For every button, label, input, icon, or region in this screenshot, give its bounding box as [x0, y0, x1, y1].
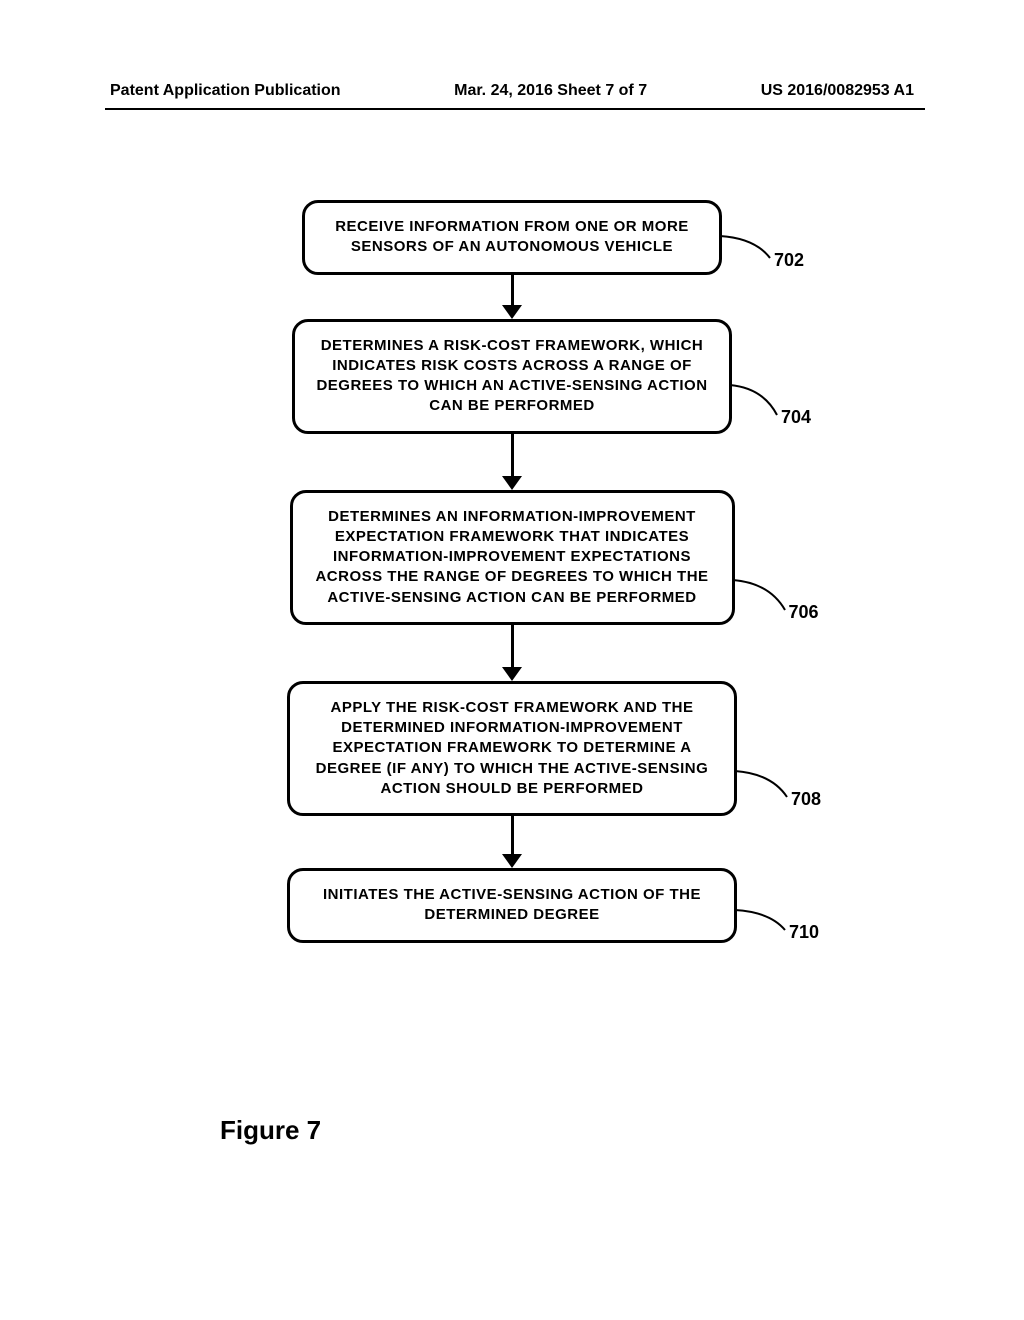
flow-node-wrap: APPLY THE RISK-COST FRAMEWORK AND THE DE…	[287, 681, 737, 816]
figure-label: Figure 7	[220, 1115, 321, 1146]
leader-line	[287, 681, 797, 807]
flow-node-wrap: DETERMINES AN INFORMATION-IMPROVEMENT EX…	[290, 490, 735, 625]
flow-arrow	[502, 816, 522, 868]
arrow-head-icon	[502, 476, 522, 490]
ref-number-708: 708	[791, 789, 821, 810]
page: Patent Application Publication Mar. 24, …	[0, 0, 1024, 1320]
arrow-shaft	[511, 275, 514, 305]
arrow-shaft	[511, 816, 514, 854]
ref-number-702: 702	[774, 250, 804, 271]
arrow-shaft	[511, 434, 514, 476]
ref-number-704: 704	[781, 407, 811, 428]
flow-node-wrap: DETERMINES A RISK-COST FRAMEWORK, WHICH …	[292, 319, 732, 434]
flowchart: RECEIVE INFORMATION FROM ONE OR MORE SEN…	[0, 200, 1024, 943]
leader-line	[287, 868, 795, 940]
flow-arrow	[502, 275, 522, 319]
flow-node-wrap: RECEIVE INFORMATION FROM ONE OR MORE SEN…	[302, 200, 722, 275]
header-left: Patent Application Publication	[110, 82, 341, 100]
arrow-head-icon	[502, 667, 522, 681]
header-center: Mar. 24, 2016 Sheet 7 of 7	[454, 82, 647, 100]
leader-line	[290, 490, 795, 620]
header-right: US 2016/0082953 A1	[761, 82, 914, 100]
leader-line	[302, 200, 780, 268]
ref-number-710: 710	[789, 922, 819, 943]
leader-line	[292, 319, 787, 425]
page-header: Patent Application Publication Mar. 24, …	[0, 82, 1024, 100]
arrow-head-icon	[502, 305, 522, 319]
ref-number-706: 706	[789, 602, 819, 623]
flow-arrow	[502, 625, 522, 681]
arrow-head-icon	[502, 854, 522, 868]
flow-node-wrap: INITIATES THE ACTIVE-SENSING ACTION OF T…	[287, 868, 737, 943]
header-rule	[105, 108, 925, 110]
arrow-shaft	[511, 625, 514, 667]
flow-arrow	[502, 434, 522, 490]
